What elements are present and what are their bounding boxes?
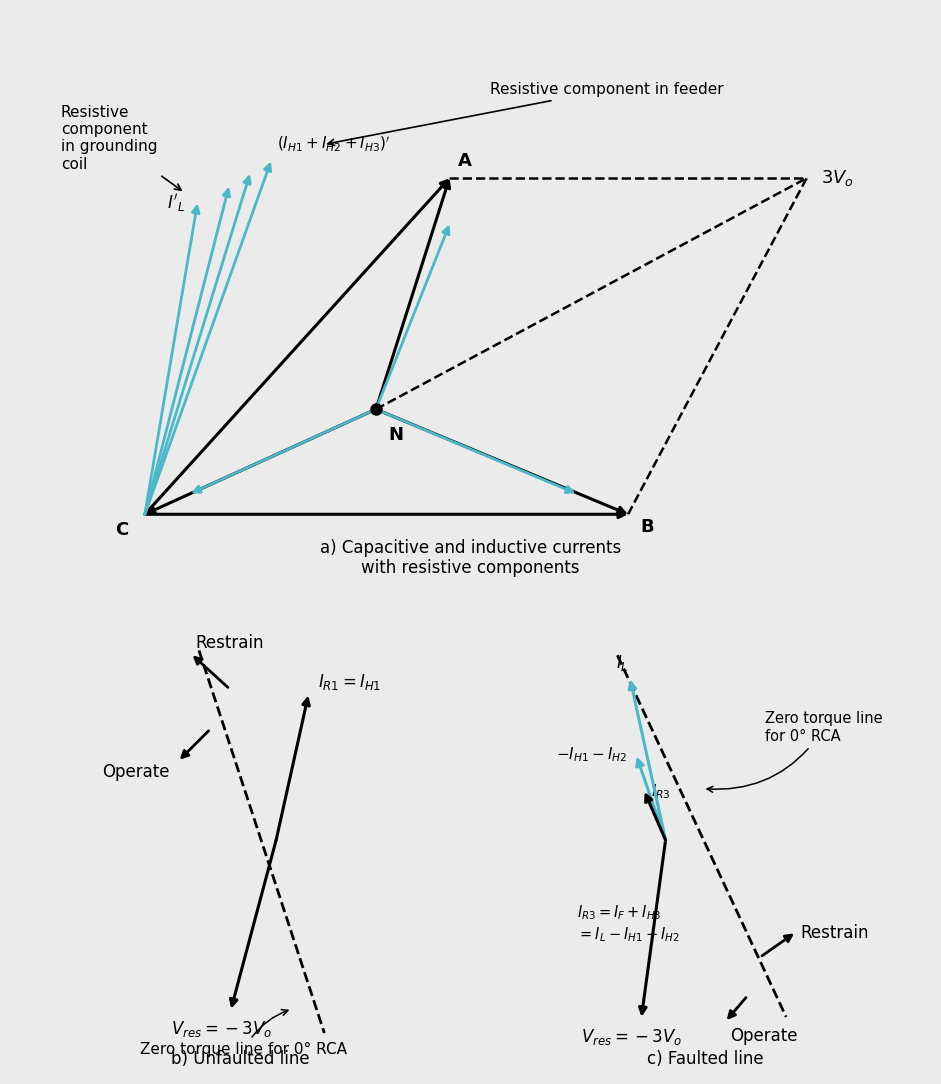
Text: Resistive
component
in grounding
coil: Resistive component in grounding coil bbox=[61, 105, 181, 190]
Text: $I_{R1} = I_{H1}$: $I_{R1} = I_{H1}$ bbox=[318, 672, 381, 693]
Text: $(I_{H1} + I_{H2} + I_{H3})'$: $(I_{H1} + I_{H2} + I_{H3})'$ bbox=[278, 134, 391, 153]
Text: Zero torque line for 0° RCA: Zero torque line for 0° RCA bbox=[140, 1009, 347, 1057]
Text: $I_{R3} = I_F + I_{H3}$
$= I_L - I_{H1} - I_{H2}$: $I_{R3} = I_F + I_{H3}$ $= I_L - I_{H1} … bbox=[577, 904, 679, 944]
Text: N: N bbox=[389, 426, 404, 444]
Text: C: C bbox=[115, 520, 128, 539]
Text: $3V_o$: $3V_o$ bbox=[821, 168, 854, 189]
Text: Restrain: Restrain bbox=[801, 925, 869, 942]
Text: $-I_{H1} -I_{H2}$: $-I_{H1} -I_{H2}$ bbox=[555, 746, 627, 764]
Text: $V_{res} = -3V_o$: $V_{res} = -3V_o$ bbox=[582, 1027, 682, 1046]
Text: b) Unfaulted line: b) Unfaulted line bbox=[171, 1050, 311, 1069]
Text: Operate: Operate bbox=[730, 1027, 797, 1045]
Text: B: B bbox=[641, 518, 654, 537]
Text: A: A bbox=[458, 152, 471, 170]
Text: $I'_L$: $I'_L$ bbox=[167, 192, 184, 215]
Text: $V_{res} = -3V_o$: $V_{res} = -3V_o$ bbox=[171, 1019, 272, 1038]
Text: $I_L$: $I_L$ bbox=[615, 653, 629, 673]
Text: Operate: Operate bbox=[103, 763, 170, 780]
Text: $I_{R3}$: $I_{R3}$ bbox=[651, 783, 671, 801]
Text: Zero torque line
for 0° RCA: Zero torque line for 0° RCA bbox=[707, 711, 883, 792]
Text: a) Capacitive and inductive currents
with resistive components: a) Capacitive and inductive currents wit… bbox=[320, 539, 621, 578]
Text: c) Faulted line: c) Faulted line bbox=[647, 1050, 764, 1069]
Text: Restrain: Restrain bbox=[196, 634, 264, 653]
Text: Resistive component in feeder: Resistive component in feeder bbox=[328, 82, 724, 145]
